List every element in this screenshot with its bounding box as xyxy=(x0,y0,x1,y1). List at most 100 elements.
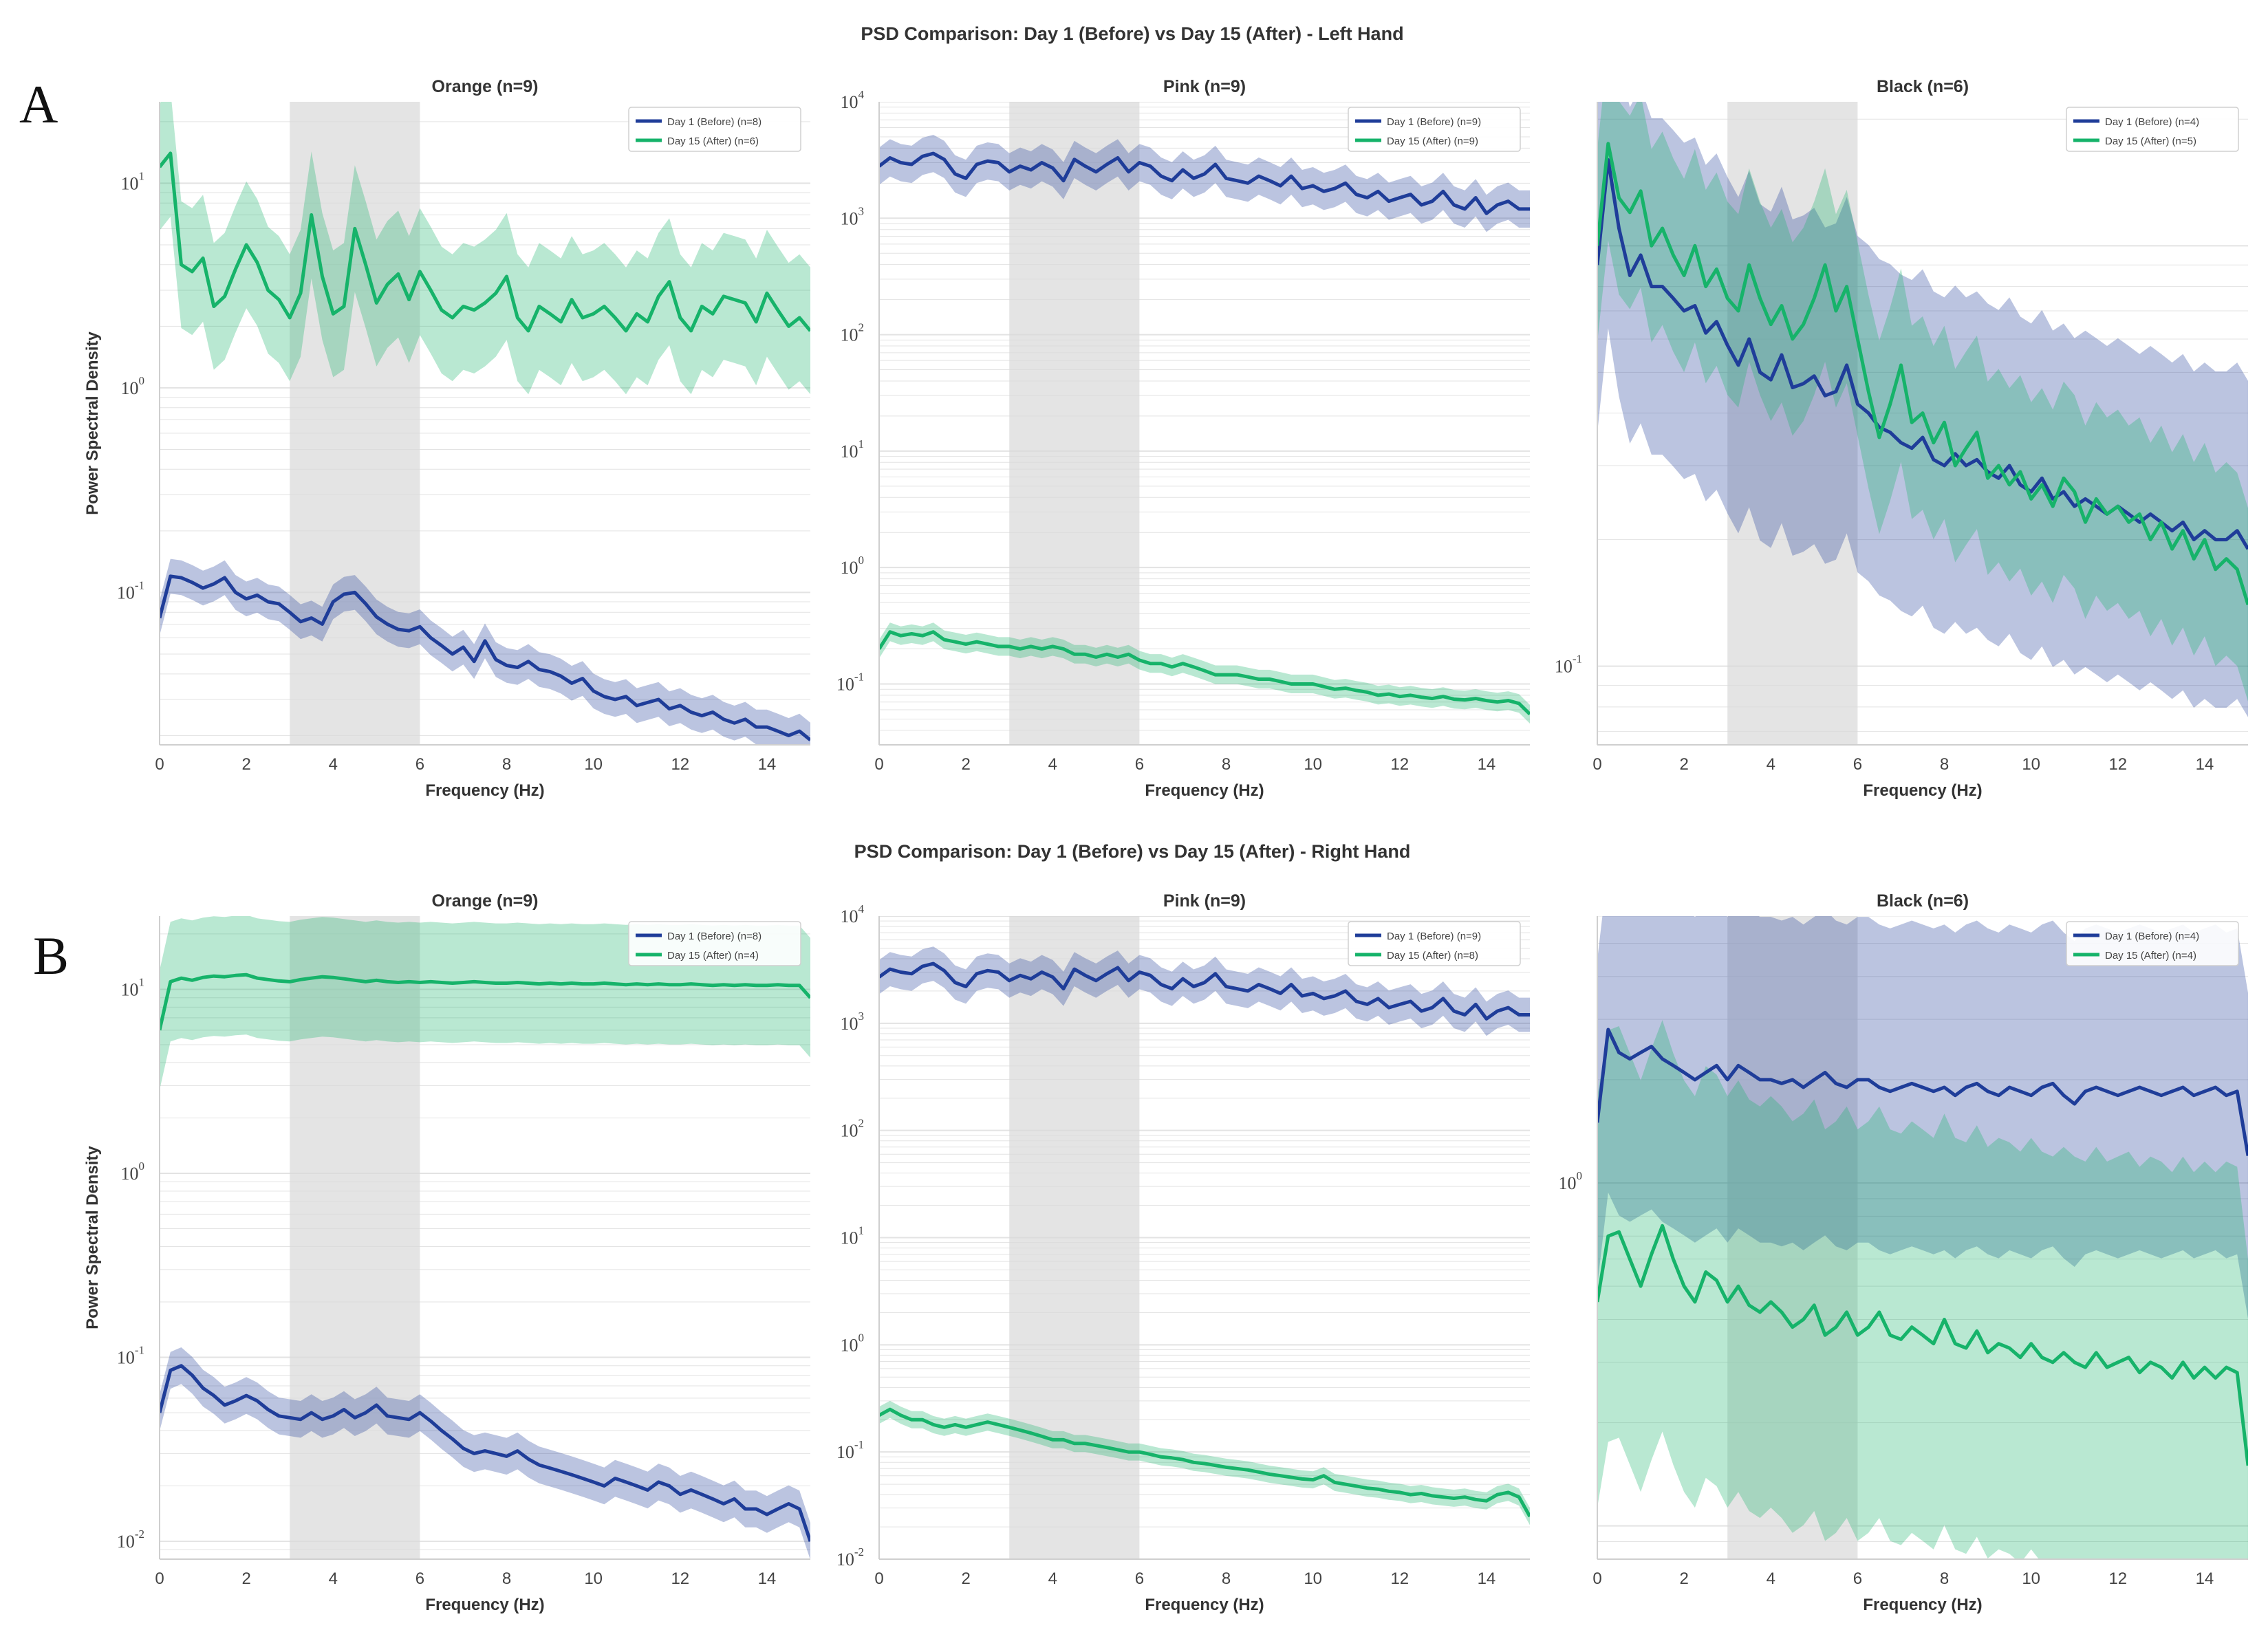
x-tick-label: 6 xyxy=(1853,1569,1862,1588)
series-0-line xyxy=(160,1364,810,1542)
x-tick-label: 2 xyxy=(1679,1569,1688,1588)
legend-entry: Day 1 (Before) (n=4) xyxy=(2105,116,2199,128)
panel-title-a: PSD Comparison: Day 1 (Before) vs Day 15… xyxy=(861,23,1403,44)
y-tick-label: 10-1 xyxy=(117,578,144,602)
x-tick-label: 4 xyxy=(1048,1569,1057,1588)
legend-frame xyxy=(628,107,801,152)
x-axis-label: Frequency (Hz) xyxy=(1145,781,1264,800)
series-0-confidence-band xyxy=(160,558,810,745)
x-tick-label: 6 xyxy=(415,755,424,774)
series-1-confidence-band xyxy=(1597,102,2248,702)
chart-1: 0 2 4 6 8 10 12 14 10-1 100 101 102 103 104 Pink (n=9)… xyxy=(836,77,1530,800)
legend-frame xyxy=(1348,921,1521,966)
x-tick-label: 0 xyxy=(874,755,883,774)
y-tick-label: 102 xyxy=(841,1117,865,1141)
x-tick-label: 12 xyxy=(671,1569,689,1588)
plot-area xyxy=(879,916,1530,1559)
shaded-band xyxy=(1009,916,1140,1559)
legend-entry: Day 1 (Before) (n=8) xyxy=(667,116,762,128)
x-axis-label: Frequency (Hz) xyxy=(425,781,544,800)
legend-frame xyxy=(2066,107,2239,152)
x-tick-label: 6 xyxy=(1135,755,1144,774)
y-tick-label: 101 xyxy=(121,975,145,999)
legend-entry: Day 15 (After) (n=4) xyxy=(667,950,759,961)
x-tick-label: 6 xyxy=(1135,1569,1144,1588)
x-tick-label: 8 xyxy=(1222,755,1231,774)
x-tick-label: 10 xyxy=(2022,1569,2040,1588)
shaded-band xyxy=(290,916,420,1559)
legend-entry: Day 1 (Before) (n=4) xyxy=(2105,931,2199,942)
chart-2: 0 2 4 6 8 10 12 14 10-1 Black (n=6) Frequency (Hz)… xyxy=(1555,77,2248,800)
x-tick-label: 4 xyxy=(329,1569,338,1588)
x-tick-label: 6 xyxy=(1853,755,1862,774)
series-1-line xyxy=(879,1407,1530,1518)
x-axis-label: Frequency (Hz) xyxy=(425,1596,544,1614)
x-tick-label: 14 xyxy=(2196,755,2214,774)
x-tick-label: 0 xyxy=(874,1569,883,1588)
legend: Day 1 (Before) (n=9) Day 15 (After) (n=8) xyxy=(1348,921,1521,966)
series-1-confidence-band xyxy=(1597,1020,2248,1559)
series-1-line xyxy=(1597,1224,2248,1466)
x-tick-label: 0 xyxy=(1592,1569,1601,1588)
plot-area xyxy=(1597,916,2248,1559)
panel-title-b: PSD Comparison: Day 1 (Before) vs Day 15… xyxy=(854,841,1411,862)
plot-area xyxy=(1597,102,2248,745)
series-1-line xyxy=(879,630,1530,716)
shaded-band xyxy=(1009,102,1140,745)
plot-area xyxy=(160,102,810,745)
chart-title: Black (n=6) xyxy=(1877,77,1969,96)
x-axis-label: Frequency (Hz) xyxy=(1145,1596,1264,1614)
x-tick-label: 8 xyxy=(502,755,511,774)
series-1-line xyxy=(1597,142,2248,606)
x-tick-label: 2 xyxy=(241,755,250,774)
chart-0: 0 2 4 6 8 10 12 14 10-1 100 101 Orange (n=9) Frequen… xyxy=(83,77,810,800)
shaded-band xyxy=(290,102,420,745)
y-tick-label: 10-1 xyxy=(1555,653,1582,677)
y-axis-label: Power Spectral Density xyxy=(83,331,102,514)
x-tick-label: 12 xyxy=(2108,755,2127,774)
chart-5: 0 2 4 6 8 10 12 14 100 Black (n=6) Frequency (Hz) D… xyxy=(1559,891,2248,1614)
x-tick-label: 10 xyxy=(2022,755,2040,774)
chart-title: Orange (n=9) xyxy=(432,77,539,96)
x-tick-label: 2 xyxy=(241,1569,250,1588)
x-axis-label: Frequency (Hz) xyxy=(1863,781,1982,800)
x-tick-label: 14 xyxy=(1478,1569,1496,1588)
x-tick-label: 4 xyxy=(1767,1569,1775,1588)
legend-frame xyxy=(1348,107,1521,152)
legend-entry: Day 15 (After) (n=9) xyxy=(1387,135,1478,147)
x-tick-label: 8 xyxy=(1222,1569,1231,1588)
legend-frame xyxy=(628,921,801,966)
y-tick-label: 100 xyxy=(1559,1169,1583,1193)
y-tick-label: 10-1 xyxy=(836,670,864,694)
x-tick-label: 10 xyxy=(1304,755,1322,774)
y-tick-label: 104 xyxy=(841,902,865,926)
series-0-confidence-band xyxy=(160,1347,810,1559)
series-0-line xyxy=(1597,1028,2248,1156)
x-tick-label: 2 xyxy=(961,755,970,774)
chart-title: Pink (n=9) xyxy=(1163,77,1246,96)
series-0-confidence-band xyxy=(1597,102,2248,717)
x-tick-label: 4 xyxy=(1048,755,1057,774)
chart-title: Black (n=6) xyxy=(1877,891,1969,911)
panel-letter-b: B xyxy=(33,926,69,986)
series-0-line xyxy=(879,961,1530,1021)
legend-entry: Day 1 (Before) (n=9) xyxy=(1387,116,1481,128)
y-tick-label: 101 xyxy=(841,437,865,461)
legend: Day 1 (Before) (n=9) Day 15 (After) (n=9) xyxy=(1348,107,1521,152)
chart-title: Pink (n=9) xyxy=(1163,891,1246,911)
x-tick-label: 14 xyxy=(2196,1569,2214,1588)
series-1-line xyxy=(160,972,810,1031)
x-tick-label: 14 xyxy=(758,1569,777,1588)
x-tick-label: 10 xyxy=(1304,1569,1322,1588)
y-tick-label: 100 xyxy=(121,374,145,398)
x-tick-label: 0 xyxy=(1592,755,1601,774)
y-tick-label: 104 xyxy=(841,88,865,112)
legend: Day 1 (Before) (n=8) Day 15 (After) (n=6) xyxy=(628,107,801,152)
legend-entry: Day 15 (After) (n=8) xyxy=(1387,950,1478,961)
legend-entry: Day 15 (After) (n=6) xyxy=(667,135,759,147)
x-tick-label: 0 xyxy=(155,755,164,774)
y-tick-label: 10-1 xyxy=(117,1344,144,1368)
series-0-line xyxy=(160,574,810,741)
series-0-confidence-band xyxy=(1597,916,2248,1319)
figure-text-layer: A PSD Comparison: Day 1 (Before) vs Day … xyxy=(19,23,1410,986)
